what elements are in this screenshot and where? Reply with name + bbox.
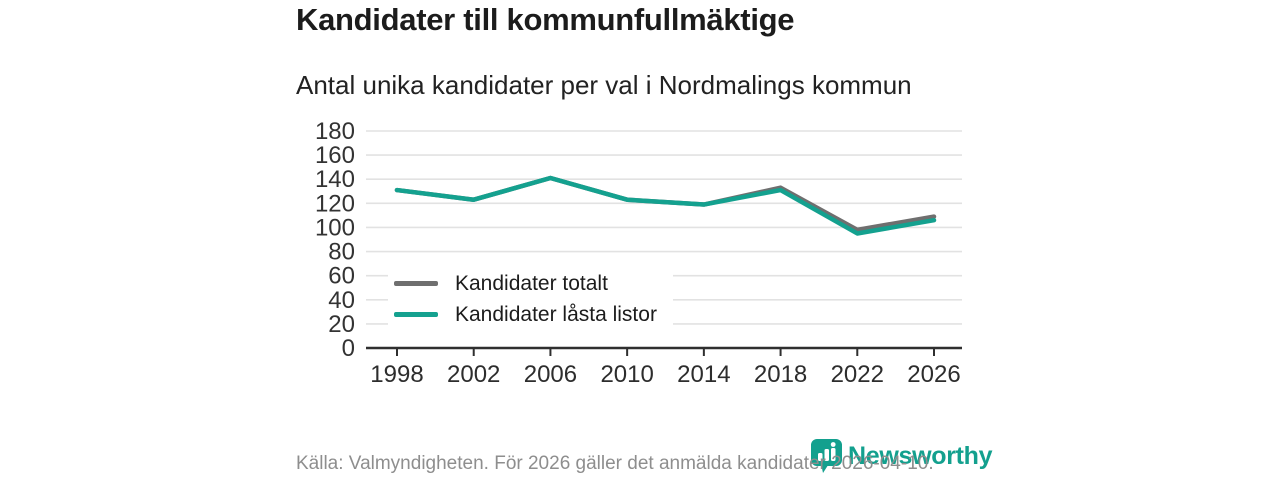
chart-title: Kandidater till kommunfullmäktige xyxy=(296,2,795,37)
bar-chart-speech-bubble-icon xyxy=(811,439,842,473)
legend-item-kandidater-totalt: Kandidater totalt xyxy=(394,272,657,295)
x-tick-label: 2026 xyxy=(907,361,960,388)
chart-subtitle: Antal unika kandidater per val i Nordmal… xyxy=(296,70,912,100)
x-tick-label: 2018 xyxy=(754,361,807,388)
y-tick-label: 80 xyxy=(328,239,355,266)
x-tick-label: 2010 xyxy=(600,361,653,388)
legend-label-kandidater-lasta-listor: Kandidater låsta listor xyxy=(455,303,657,327)
y-tick-label: 160 xyxy=(315,142,355,169)
legend-item-kandidater-lasta-listor: Kandidater låsta listor xyxy=(394,303,657,326)
source-note: Källa: Valmyndigheten. För 2026 gäller d… xyxy=(296,453,934,474)
legend-label-kandidater-totalt: Kandidater totalt xyxy=(455,272,608,295)
x-tick-label: 2014 xyxy=(677,361,730,388)
y-tick-label: 120 xyxy=(315,190,355,217)
y-tick-label: 140 xyxy=(315,166,355,193)
legend-swatch-gray xyxy=(394,281,438,287)
series-line-1 xyxy=(394,175,937,236)
y-tick-label: 20 xyxy=(328,311,355,338)
newsworthy-wordmark: Newsworthy xyxy=(848,441,993,470)
y-tick-label: 60 xyxy=(328,263,355,290)
y-tick-label: 100 xyxy=(315,214,355,241)
chart-legend: Kandidater totalt Kandidater låsta listo… xyxy=(388,265,673,336)
y-tick-label: 0 xyxy=(342,335,355,362)
legend-swatch-teal xyxy=(394,312,438,318)
newsworthy-logo: Newsworthy xyxy=(810,438,993,474)
y-tick-label: 40 xyxy=(328,287,355,314)
x-tick-label: 2022 xyxy=(831,361,884,388)
x-tick-label: 1998 xyxy=(370,361,423,388)
x-tick-label: 2002 xyxy=(447,361,500,388)
x-tick-label: 2006 xyxy=(524,361,577,388)
y-tick-label: 180 xyxy=(315,118,355,145)
